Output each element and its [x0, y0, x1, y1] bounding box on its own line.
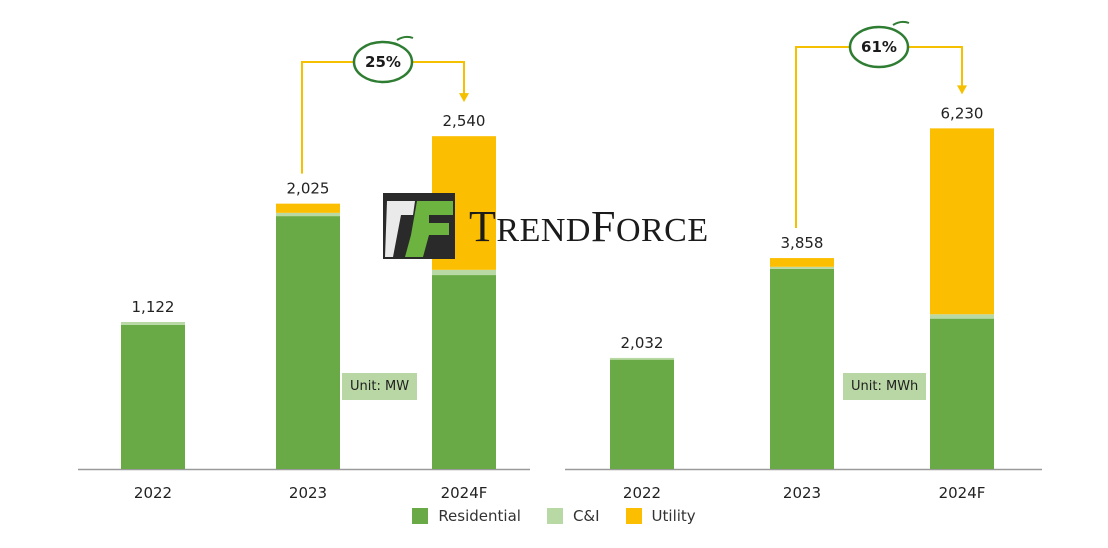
bar-left-2024f-ci [432, 269, 496, 276]
x-tick-label-right-2023: 2023 [783, 484, 821, 502]
x-tick-label-right-2024f: 2024F [939, 484, 986, 502]
unit-label-right: Unit: MWh [843, 373, 927, 400]
growth-label-left: 25% [365, 53, 401, 71]
unit-label-left: Unit: MW [342, 373, 418, 400]
bar-left-2024f-residential [432, 275, 496, 469]
legend-item-residential: Residential [412, 507, 521, 525]
bar-left-2023-residential [276, 216, 340, 469]
data-label-right-2023: 3,858 [781, 234, 824, 252]
x-tick-label-left-2024f: 2024F [441, 484, 488, 502]
bar-right-2023-utility [770, 258, 834, 267]
chart-legend: Residential C&I Utility [0, 507, 1108, 525]
bar-left-2022-ci [121, 321, 185, 325]
growth-arrowhead-right [957, 85, 967, 95]
growth-circle-right [848, 25, 910, 69]
trendforce-logo-icon [383, 193, 455, 259]
data-label-right-2022: 2,032 [621, 334, 664, 352]
growth-circle-tail-right [892, 20, 910, 26]
legend-label-residential: Residential [438, 507, 521, 525]
bar-left-2022-residential [121, 324, 185, 469]
trendforce-wordmark: TRENDFORCE [469, 201, 709, 251]
growth-arrowhead-left [459, 93, 469, 103]
bar-right-2024f-ci [930, 314, 994, 319]
legend-item-utility: Utility [625, 507, 696, 525]
legend-swatch-utility [625, 508, 642, 524]
legend-swatch-ci [546, 508, 563, 524]
bar-right-2024f-utility [930, 128, 994, 315]
growth-circle-left [352, 40, 414, 84]
bar-right-2022-ci [610, 357, 674, 360]
x-tick-label-left-2022: 2022 [134, 484, 172, 502]
data-label-left-2023: 2,025 [287, 180, 330, 198]
legend-label-utility: Utility [651, 507, 696, 525]
data-label-right-2024f: 6,230 [941, 104, 984, 122]
legend-swatch-residential [412, 508, 429, 524]
bar-right-2022-residential [610, 359, 674, 469]
legend-label-ci: C&I [572, 507, 600, 525]
bar-left-2023-ci [276, 212, 340, 217]
bar-left-2023-utility [276, 203, 340, 213]
x-tick-label-right-2022: 2022 [623, 484, 661, 502]
x-tick-label-left-2023: 2023 [289, 484, 327, 502]
data-label-left-2022: 1,122 [132, 298, 175, 316]
bar-right-2023-residential [770, 268, 834, 469]
bar-right-2023-ci [770, 266, 834, 269]
legend-item-ci: C&I [546, 507, 600, 525]
trendforce-watermark: TRENDFORCE [383, 193, 709, 259]
growth-label-right: 61% [861, 38, 897, 56]
growth-circle-tail-left [396, 35, 414, 41]
data-label-left-2024f: 2,540 [443, 112, 486, 130]
bar-right-2024f-residential [930, 318, 994, 469]
